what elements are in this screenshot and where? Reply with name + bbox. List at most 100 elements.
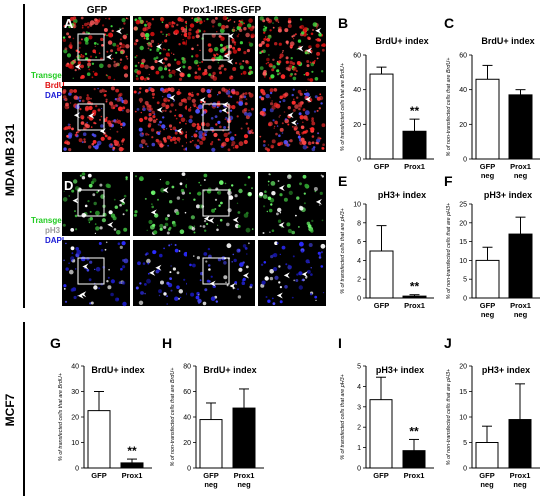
cell-dot: [216, 102, 221, 107]
cell-dot: [196, 204, 200, 209]
cell-dot: [159, 223, 164, 229]
cell-dot: [113, 228, 117, 231]
cell-dot: [176, 285, 180, 290]
x-tick-label: Prox1: [510, 162, 531, 171]
cell-dot: [272, 58, 275, 61]
arrowhead-marker: [155, 264, 162, 271]
cell-dot: [273, 88, 277, 91]
cell-dot: [310, 62, 315, 67]
cell-dot: [245, 98, 248, 100]
cell-dot: [279, 114, 281, 117]
cell-dot: [121, 109, 124, 112]
cell-dot: [269, 231, 271, 233]
micrograph-grid: [62, 15, 326, 307]
cell-dot: [144, 101, 149, 105]
cell-dot: [260, 88, 264, 93]
cell-dot: [219, 218, 223, 222]
cell-dot: [187, 108, 192, 112]
cell-dot: [110, 86, 115, 91]
bar-prox1: [120, 462, 144, 469]
cell-dot: [185, 122, 187, 125]
cell-dot: [89, 302, 92, 305]
cell-dot: [88, 35, 93, 40]
cell-dot: [303, 27, 308, 31]
cell-dot: [174, 114, 177, 117]
cell-dot: [320, 102, 323, 105]
cell-dot: [88, 145, 92, 149]
cell-dot: [125, 178, 128, 181]
cell-dot: [121, 122, 126, 127]
cell-dot: [225, 25, 229, 29]
cell-dot: [65, 102, 69, 107]
cell-dot: [116, 230, 121, 235]
cell-dot: [229, 18, 232, 21]
y-tick-label: 30: [71, 389, 79, 396]
cell-dot: [295, 130, 300, 135]
arrowhead-marker: [77, 292, 84, 299]
cell-dot: [287, 228, 292, 234]
cell-dot: [188, 92, 192, 96]
cell-dot: [200, 184, 202, 186]
cell-dot: [172, 136, 177, 141]
cell-dot: [74, 133, 78, 137]
panel-letter: J: [444, 335, 452, 351]
cell-dot: [289, 60, 293, 65]
cell-dot: [74, 210, 76, 213]
cell-dot: [319, 93, 322, 96]
cell-dot: [245, 265, 249, 269]
cell-dot: [139, 282, 142, 285]
zoom-box: [202, 189, 230, 217]
cell-dot: [178, 141, 180, 143]
cell-dot: [196, 123, 200, 126]
y-tick-label: 3: [357, 404, 361, 411]
cell-dot: [266, 148, 270, 152]
cell-dot: [263, 75, 266, 78]
cell-dot: [141, 146, 144, 149]
cell-dot: [211, 147, 216, 152]
cell-dot: [150, 31, 155, 37]
cell-dot: [260, 97, 265, 101]
cell-dot: [176, 196, 181, 200]
x-tick-label: GFP: [91, 471, 106, 480]
x-tick-label: Prox1: [404, 162, 425, 171]
cell-dot: [222, 15, 228, 21]
cell-dot: [64, 300, 68, 303]
cell-dot: [309, 293, 313, 296]
cell-dot: [164, 67, 168, 71]
cell-dot: [166, 128, 168, 130]
arrowhead-marker: [278, 222, 285, 228]
cell-dot: [292, 88, 295, 91]
cell-dot: [198, 130, 204, 136]
cell-dot: [271, 191, 276, 196]
cell-dot: [176, 136, 181, 142]
cell-dot: [281, 245, 286, 250]
cell-dot: [293, 34, 296, 37]
cell-dot: [178, 91, 182, 95]
cell-dot: [113, 198, 116, 201]
arrowhead-marker: [149, 269, 156, 276]
cell-dot: [269, 276, 274, 281]
cell-dot: [199, 279, 202, 282]
cell-dot: [88, 68, 91, 71]
cell-dot: [305, 259, 310, 264]
cell-dot: [77, 295, 79, 297]
cell-dot: [272, 119, 275, 122]
cell-dot: [287, 264, 290, 267]
cell-dot: [66, 32, 70, 36]
cell-dot: [272, 65, 276, 69]
cell-dot: [199, 140, 204, 145]
cell-dot: [113, 63, 118, 68]
cell-dot: [78, 96, 82, 99]
cell-dot: [68, 132, 73, 137]
cell-dot: [292, 255, 295, 258]
cell-dot: [143, 77, 147, 81]
cell-dot: [187, 35, 191, 40]
cell-dot: [320, 251, 323, 254]
cell-dot: [150, 87, 154, 92]
cell-dot: [173, 100, 175, 102]
cell-dot: [181, 99, 185, 103]
cell-dot: [194, 143, 198, 147]
cell-dot: [192, 103, 197, 107]
cell-dot: [322, 292, 325, 294]
